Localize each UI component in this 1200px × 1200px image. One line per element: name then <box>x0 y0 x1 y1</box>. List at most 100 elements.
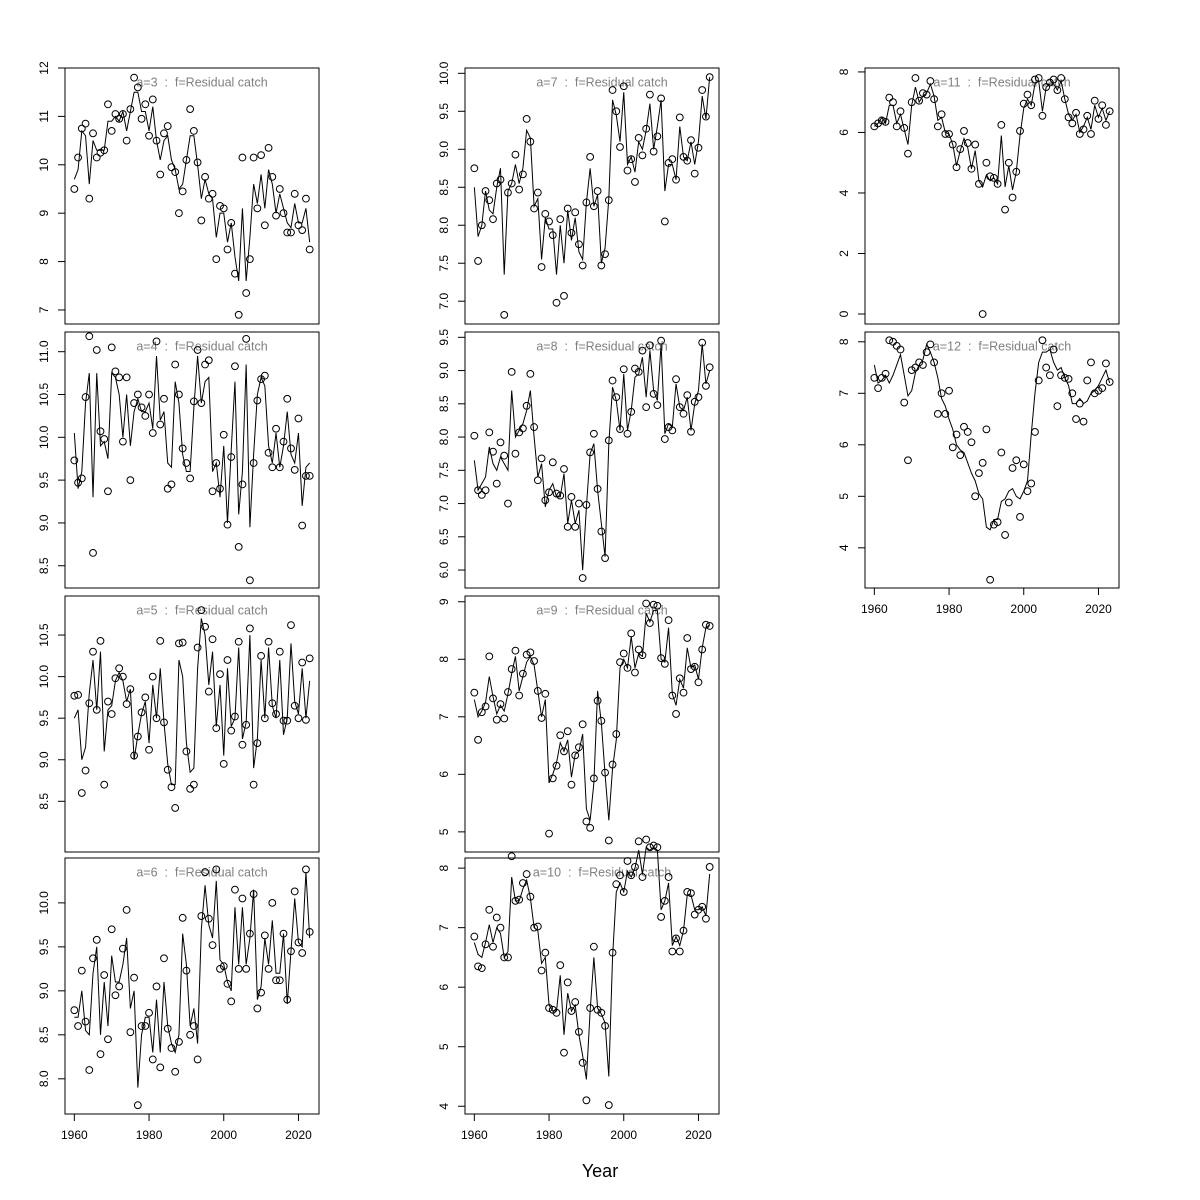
panel-frame <box>64 857 320 1115</box>
observed-point <box>653 401 662 410</box>
observed-point <box>967 438 976 447</box>
y-tick-label: 5 <box>437 1043 451 1050</box>
observed-point <box>272 976 280 985</box>
observed-point <box>201 868 209 876</box>
observed-point <box>234 964 243 973</box>
observed-point <box>1079 417 1088 426</box>
observed-point <box>675 403 684 412</box>
observed-point <box>257 151 266 160</box>
observed-point <box>268 463 277 472</box>
observed-point <box>675 113 684 122</box>
observed-point <box>911 74 920 82</box>
y-tick-label: 0 <box>837 310 851 317</box>
observed-point <box>208 941 217 949</box>
observed-point <box>485 905 494 914</box>
observed-point <box>104 1035 112 1044</box>
observed-point <box>657 913 666 921</box>
observed-point <box>645 90 654 99</box>
observed-point <box>560 291 568 300</box>
y-tick-label: 8.5 <box>437 395 451 412</box>
observed-point <box>1042 363 1051 372</box>
observed-point <box>148 1055 157 1064</box>
x-tick-label: 2020 <box>685 1128 712 1142</box>
observed-point <box>672 710 680 718</box>
observed-point <box>518 424 527 433</box>
observed-point <box>683 634 692 642</box>
observed-point <box>1087 130 1095 138</box>
observed-point <box>1105 378 1114 386</box>
panel: a=12 : f=Residual catch 4 5 6 7 8 1960 1980 2000… <box>837 331 1120 616</box>
observed-point <box>642 599 651 608</box>
y-tick-label: 10.0 <box>437 61 451 85</box>
observed-point <box>537 454 546 463</box>
observed-point <box>885 336 894 345</box>
observed-point <box>81 119 90 128</box>
y-tick-label: 4 <box>837 189 851 196</box>
observed-point <box>133 1101 142 1110</box>
observed-point <box>145 1008 153 1017</box>
observed-point <box>507 179 516 188</box>
observed-point <box>930 358 939 367</box>
observed-point <box>171 804 180 812</box>
y-tick-label: 9.0 <box>437 362 451 379</box>
observed-point <box>597 1008 606 1017</box>
observed-point <box>268 172 277 181</box>
panel-title: a=4 : f=Residual catch <box>136 339 267 353</box>
observed-point <box>81 1017 90 1026</box>
observed-point <box>238 153 247 162</box>
observed-point <box>1090 96 1099 105</box>
observed-point <box>679 688 688 697</box>
x-tick-label: 2000 <box>210 1128 237 1142</box>
observed-point <box>694 393 703 402</box>
observed-point <box>948 140 957 149</box>
observed-point <box>175 390 183 399</box>
observed-point <box>1068 389 1077 398</box>
observed-point <box>104 487 112 496</box>
observed-point <box>1031 75 1039 84</box>
observed-point <box>653 132 662 141</box>
observed-point <box>219 430 228 439</box>
observed-point <box>111 367 120 376</box>
observed-point <box>631 863 639 871</box>
y-tick-label: 9.0 <box>37 514 51 531</box>
y-tick-label: 10.0 <box>37 425 51 449</box>
observed-point <box>989 173 998 182</box>
observed-point <box>290 189 299 198</box>
observed-point <box>477 708 486 717</box>
observed-point <box>526 369 535 378</box>
fitted-line <box>73 618 311 786</box>
observed-point <box>586 823 595 832</box>
observed-point <box>567 228 576 237</box>
observed-point <box>545 488 553 497</box>
observed-point <box>186 1030 195 1039</box>
observed-point <box>133 83 142 92</box>
observed-point <box>1034 376 1043 385</box>
observed-point <box>619 888 628 896</box>
x-tick-label: 1960 <box>461 1128 488 1142</box>
fitted-line <box>473 846 711 1080</box>
observed-point <box>1045 371 1054 380</box>
observed-point <box>690 910 699 919</box>
observed-point <box>96 427 105 436</box>
observed-point <box>167 480 176 489</box>
observed-point <box>474 735 482 744</box>
observed-point <box>1012 456 1021 465</box>
y-tick-label: 8.5 <box>37 1026 51 1043</box>
observed-point <box>234 543 243 551</box>
observed-point <box>597 527 606 536</box>
observed-point <box>145 745 153 754</box>
observed-point <box>567 1007 576 1015</box>
observed-point <box>1008 464 1017 472</box>
observed-point <box>631 668 639 677</box>
observed-point <box>212 865 221 874</box>
observed-point <box>522 870 531 878</box>
y-tick-label: 7.5 <box>437 255 451 272</box>
observed-point <box>660 896 669 905</box>
observed-point <box>982 425 991 434</box>
observed-point <box>283 394 292 403</box>
observed-point <box>541 209 550 218</box>
observed-point <box>571 751 580 760</box>
observed-point <box>298 521 307 530</box>
observed-point <box>960 422 968 431</box>
panel-frame <box>464 331 720 589</box>
